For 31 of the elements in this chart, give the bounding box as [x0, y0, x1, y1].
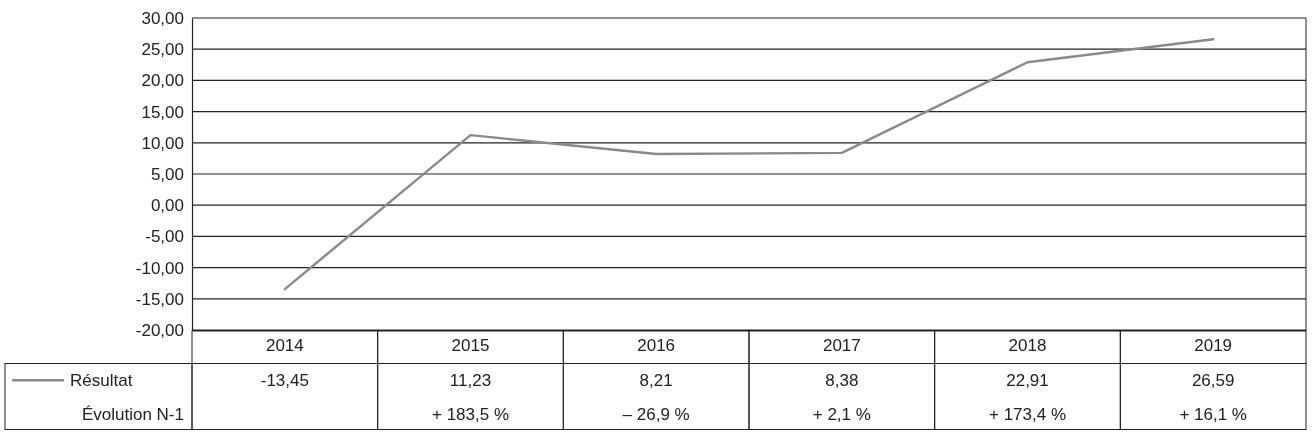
data-label: 8,38 — [825, 371, 859, 391]
y-tick-label: -10,00 — [135, 258, 184, 278]
y-tick-label: -5,00 — [145, 227, 184, 247]
y-tick-label: 25,00 — [141, 40, 184, 60]
y-tick-label: 10,00 — [141, 133, 184, 153]
y-tick-label: 0,00 — [150, 196, 184, 216]
data-label: 11,23 — [449, 371, 492, 391]
x-tick-label: 2014 — [265, 336, 304, 356]
y-tick-label: -20,00 — [135, 320, 184, 340]
line-series — [283, 38, 1215, 291]
text: Évolution N-1 — [81, 404, 184, 424]
legend-label: Résultat — [70, 371, 133, 391]
data-label: 26,59 — [1191, 371, 1235, 391]
x-tick-label: 2016 — [637, 336, 676, 356]
y-tick-label: -15,00 — [135, 289, 184, 309]
data-label: 8,21 — [639, 371, 673, 391]
y-tick-label: 5,00 — [150, 164, 184, 184]
y-tick-label: 30,00 — [141, 8, 184, 28]
x-tick-label: 2017 — [822, 336, 861, 356]
x-tick-label: 2019 — [1194, 336, 1233, 356]
text: + 16,1 % — [1179, 404, 1247, 424]
text: + 2,1 % — [812, 404, 871, 424]
data-label: 22,91 — [1006, 371, 1049, 391]
x-tick-label: 2018 — [1008, 336, 1047, 356]
y-tick-label: 20,00 — [141, 71, 184, 91]
data-label: -13,45 — [260, 371, 309, 391]
text: – 26,9 % — [622, 404, 690, 424]
text: + 173,4 % — [988, 404, 1067, 424]
y-tick-label: 15,00 — [141, 102, 184, 122]
text: + 183,5 % — [431, 404, 510, 424]
x-tick-label: 2015 — [451, 336, 490, 356]
